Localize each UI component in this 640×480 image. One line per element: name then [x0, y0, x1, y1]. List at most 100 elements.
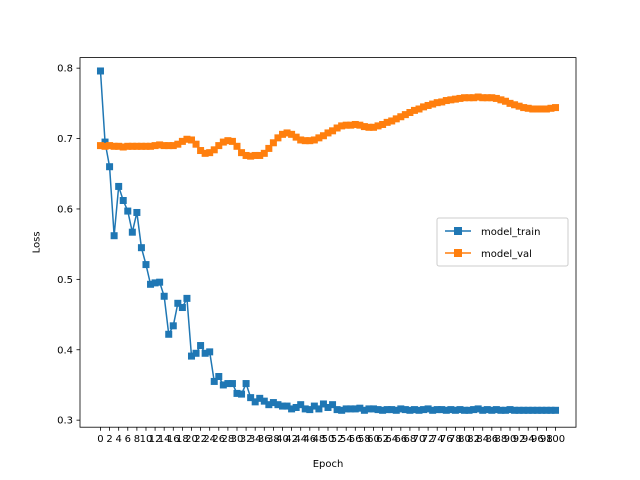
data-point — [552, 406, 560, 414]
x-tick-label: 78 — [449, 434, 462, 445]
x-tick-label: 60 — [367, 434, 380, 445]
legend-marker-model-train — [454, 227, 462, 235]
x-tick-label: 64 — [385, 434, 398, 445]
data-point — [288, 130, 296, 138]
data-point — [360, 406, 368, 414]
x-tick-label: 68 — [404, 434, 417, 445]
x-tick-label: 76 — [440, 434, 453, 445]
y-tick-label: 0.8 — [57, 64, 73, 75]
data-point — [324, 129, 332, 137]
data-point — [279, 402, 286, 410]
data-point — [115, 142, 123, 150]
x-tick-label: 56 — [349, 434, 362, 445]
data-point — [406, 109, 414, 117]
x-tick-label: 44 — [294, 434, 307, 445]
data-point — [201, 149, 209, 157]
data-point — [110, 232, 118, 240]
data-point — [192, 140, 200, 148]
x-tick-label: 82 — [467, 434, 480, 445]
data-point — [529, 406, 537, 414]
data-point — [247, 152, 255, 160]
x-axis-label: Epoch — [313, 459, 344, 470]
data-point — [456, 406, 464, 414]
x-tick-label: 0 — [97, 434, 103, 445]
data-point — [465, 94, 473, 102]
legend-label-model-train: model_train — [481, 227, 540, 238]
data-point — [306, 406, 314, 414]
data-point — [265, 144, 273, 152]
data-point — [160, 292, 168, 300]
x-tick-label: 62 — [376, 434, 389, 445]
data-point — [533, 105, 541, 113]
data-point — [178, 137, 186, 145]
data-point — [115, 182, 123, 190]
data-point — [488, 94, 496, 102]
data-point — [506, 99, 514, 107]
x-tick-label: 2 — [106, 434, 112, 445]
data-point — [342, 121, 350, 129]
x-tick-label: 10 — [140, 434, 153, 445]
data-point — [310, 136, 318, 144]
data-point — [479, 406, 487, 414]
data-point — [260, 149, 268, 157]
data-point — [197, 147, 205, 155]
data-point — [137, 142, 145, 150]
data-point — [420, 406, 428, 414]
data-point — [379, 406, 387, 414]
data-point — [342, 405, 350, 413]
legend-marker-model-val — [454, 249, 462, 257]
data-point — [228, 380, 236, 388]
data-point — [388, 406, 396, 414]
data-point — [151, 279, 159, 287]
x-tick-label: 70 — [413, 434, 426, 445]
x-tick-label: 80 — [458, 434, 471, 445]
data-point — [542, 105, 550, 113]
data-point — [128, 142, 136, 150]
data-point — [438, 98, 446, 106]
data-point — [315, 405, 323, 413]
x-tick-label: 94 — [522, 434, 535, 445]
series-model-val — [96, 93, 560, 160]
x-tick-label: 22 — [194, 434, 207, 445]
data-point — [228, 137, 236, 145]
data-point — [397, 405, 405, 413]
data-point — [374, 406, 382, 414]
data-point — [160, 142, 168, 150]
data-point — [552, 104, 560, 112]
data-point — [301, 137, 309, 145]
data-point — [397, 113, 405, 121]
data-point — [438, 406, 446, 414]
data-point — [461, 94, 469, 102]
x-tick-label: 16 — [167, 434, 180, 445]
ticks-layer: 0 2 4 6 8 10121416182022242628303234363840424… — [57, 64, 565, 446]
data-point — [433, 406, 441, 414]
data-point — [429, 406, 437, 414]
data-point — [324, 403, 332, 411]
data-point — [169, 322, 177, 330]
data-point — [529, 105, 537, 113]
data-point — [488, 406, 496, 414]
data-point — [265, 401, 273, 409]
data-point — [260, 397, 268, 405]
data-point — [456, 94, 464, 102]
data-point — [501, 97, 509, 105]
x-tick-label: 40 — [276, 434, 289, 445]
data-point — [238, 149, 246, 157]
data-point — [251, 151, 259, 159]
data-point — [178, 304, 186, 312]
data-point — [470, 94, 478, 102]
data-point — [124, 207, 132, 215]
data-point — [215, 373, 223, 381]
data-point — [169, 142, 177, 150]
data-point — [547, 406, 555, 414]
x-tick-label: 26 — [212, 434, 225, 445]
data-point — [197, 342, 205, 350]
data-point — [106, 163, 114, 171]
data-point — [256, 151, 264, 159]
data-point — [483, 94, 491, 102]
data-point — [251, 398, 259, 406]
data-point — [142, 261, 150, 269]
x-tick-label: 28 — [222, 434, 235, 445]
data-point — [319, 400, 327, 408]
